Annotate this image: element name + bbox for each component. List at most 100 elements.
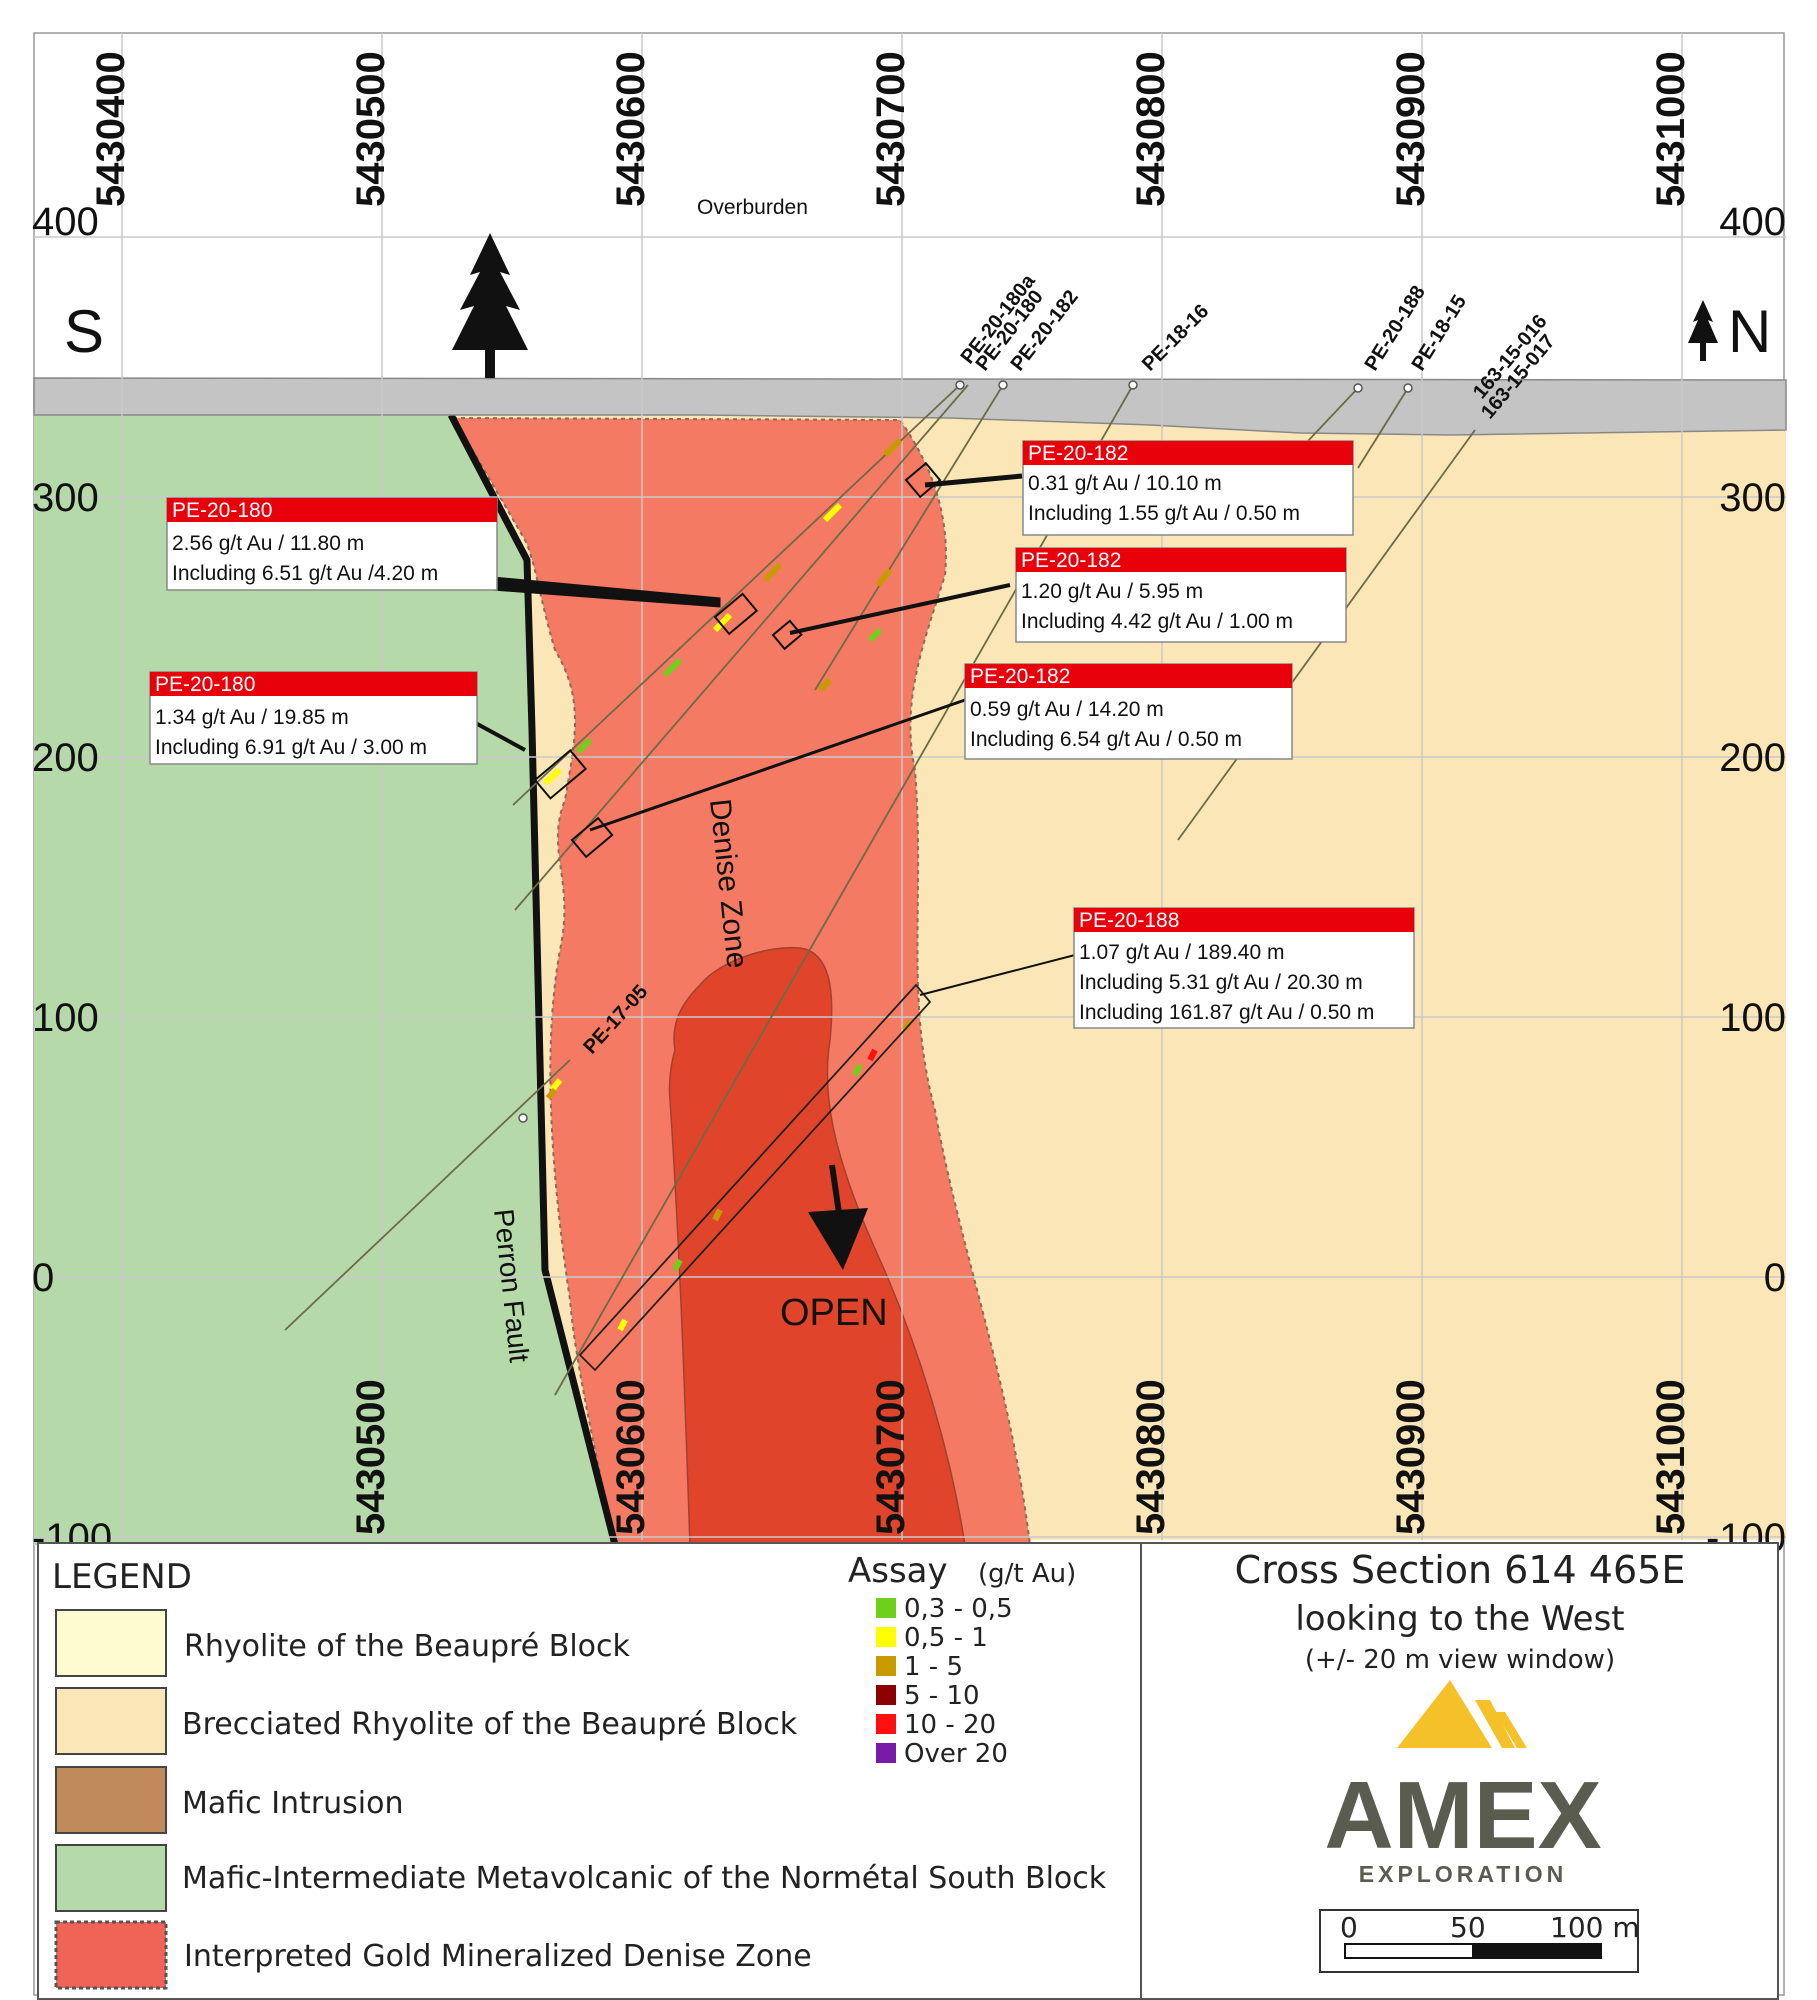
svg-text:10 - 20: 10 - 20 xyxy=(904,1710,996,1740)
view-window-note: (+/- 20 m view window) xyxy=(1305,1645,1615,1675)
svg-text:PE-20-180: PE-20-180 xyxy=(172,499,272,522)
drill-trace-pe-20-180 xyxy=(514,384,969,911)
assay-class: 0,5 - 1 xyxy=(876,1623,988,1653)
svg-text:5 - 10: 5 - 10 xyxy=(904,1681,980,1711)
svg-text:0.59 g/t Au / 14.20 m: 0.59 g/t Au / 14.20 m xyxy=(970,698,1164,721)
elevation-tick-label-right: 100 xyxy=(1719,996,1786,1040)
legend-item: Interpreted Gold Mineralized Denise Zone xyxy=(54,1920,812,1990)
svg-text:0,5 - 1: 0,5 - 1 xyxy=(904,1623,988,1653)
elevation-tick-label-right: 300 xyxy=(1719,476,1786,520)
legend-item: Mafic-Intermediate Metavolcanic of the N… xyxy=(55,1844,1107,1912)
svg-text:Including 6.51 g/t Au /4.20 m: Including 6.51 g/t Au /4.20 m xyxy=(172,562,438,585)
svg-text:Over 20: Over 20 xyxy=(904,1739,1008,1769)
legend-panel xyxy=(37,1542,1779,2000)
scale-label: 0 xyxy=(1340,1911,1358,1944)
assay-callout: PE-20-182 0.31 g/t Au / 10.10 m Includin… xyxy=(1022,440,1354,536)
svg-text:PE-20-182: PE-20-182 xyxy=(1021,549,1121,572)
svg-text:Brecciated Rhyolite of the Bea: Brecciated Rhyolite of the Beaupré Block xyxy=(182,1707,798,1742)
northing-tick-label: 5430500 xyxy=(349,51,393,207)
svg-text:PE-20-180: PE-20-180 xyxy=(155,673,255,696)
svg-text:Including 4.42 g/t Au / 1.00 m: Including 4.42 g/t Au / 1.00 m xyxy=(1021,610,1293,633)
svg-text:Mafic Intrusion: Mafic Intrusion xyxy=(182,1786,404,1821)
callout-leaders xyxy=(469,473,1076,996)
legend-item: Rhyolite of the Beaupré Block xyxy=(55,1609,631,1677)
northing-tick-label: 5430800 xyxy=(1129,51,1173,207)
elevation-tick-label-left: 300 xyxy=(32,476,99,520)
northing-tick-label: 5430700 xyxy=(869,51,913,207)
perron-fault-line xyxy=(447,413,619,1546)
northing-tick-label: 5430600 xyxy=(609,1379,653,1535)
northing-tick-label: 5430700 xyxy=(869,1379,913,1535)
open-arrow-icon xyxy=(808,1164,868,1270)
northing-axis-bottom: 5430500 5430600 5430700 5430800 5430900 54310… xyxy=(349,1379,1693,1535)
interval-boxes xyxy=(533,461,942,859)
svg-text:0,3 - 0,5: 0,3 - 0,5 xyxy=(904,1594,1013,1624)
drill-trace-pe-17-05 xyxy=(284,1059,571,1331)
assay-callout: PE-20-182 0.59 g/t Au / 14.20 m Includin… xyxy=(964,663,1293,760)
drill-trace-pe-20-182 xyxy=(814,384,1004,691)
assay-class: 5 - 10 xyxy=(876,1681,980,1711)
scale-label: 100 m xyxy=(1550,1911,1640,1944)
assay-intervals xyxy=(543,437,913,1332)
assay-class: 0,3 - 0,5 xyxy=(876,1594,1013,1624)
compass-south: S xyxy=(64,298,104,365)
assay-callout: PE-20-188 1.07 g/t Au / 189.40 m Includi… xyxy=(1073,907,1415,1029)
assay-callout: PE-20-180 1.34 g/t Au / 19.85 m Includin… xyxy=(149,671,478,765)
assay-class: Over 20 xyxy=(876,1739,1008,1769)
logo-wordmark: AMEX xyxy=(1324,1762,1601,1869)
svg-text:PE-20-182: PE-20-182 xyxy=(970,665,1070,688)
scale-label: 50 xyxy=(1450,1911,1486,1944)
svg-text:1 - 5: 1 - 5 xyxy=(904,1652,963,1682)
amex-logo-icon xyxy=(1397,1680,1527,1748)
section-subtitle: looking to the West xyxy=(1295,1599,1624,1639)
svg-text:1.20 g/t Au / 5.95 m: 1.20 g/t Au / 5.95 m xyxy=(1021,580,1203,603)
section-title: Cross Section 614 465E xyxy=(1235,1548,1686,1592)
scale-bar: 0 50 100 m xyxy=(1319,1909,1640,1973)
svg-text:1.34 g/t Au / 19.85 m: 1.34 g/t Au / 19.85 m xyxy=(155,706,349,729)
northing-tick-label: 5430900 xyxy=(1389,51,1433,207)
elevation-tick-label-right: 0 xyxy=(1764,1256,1786,1300)
svg-text:PE-20-188: PE-20-188 xyxy=(1079,909,1179,932)
assay-callout: PE-20-182 1.20 g/t Au / 5.95 m Including… xyxy=(1015,547,1347,643)
elevation-tick-label-left: 0 xyxy=(32,1256,54,1300)
svg-text:Interpreted Gold Mineralized D: Interpreted Gold Mineralized Denise Zone xyxy=(184,1939,812,1974)
interval-box-pe-20-188 xyxy=(578,983,932,1372)
svg-text:Mafic-Intermediate Metavolcani: Mafic-Intermediate Metavolcanic of the N… xyxy=(182,1861,1107,1896)
elevation-tick-label-right: 200 xyxy=(1719,736,1786,780)
assay-class: 1 - 5 xyxy=(876,1652,963,1682)
svg-text:Including 5.31 g/t Au / 20.30: Including 5.31 g/t Au / 20.30 m xyxy=(1079,971,1363,994)
svg-text:Including 6.91 g/t Au / 3.00 m: Including 6.91 g/t Au / 3.00 m xyxy=(155,736,427,759)
assay-callout: PE-20-180 2.56 g/t Au / 11.80 m Includin… xyxy=(166,497,498,591)
northing-tick-label: 5430900 xyxy=(1389,1379,1433,1535)
northing-tick-label: 5430400 xyxy=(89,51,133,207)
svg-text:2.56 g/t Au / 11.80 m: 2.56 g/t Au / 11.80 m xyxy=(172,532,364,555)
svg-text:PE-20-182: PE-20-182 xyxy=(1028,442,1128,465)
svg-text:0.31 g/t Au / 10.10 m: 0.31 g/t Au / 10.10 m xyxy=(1028,472,1222,495)
elevation-tick-label-left: 200 xyxy=(32,736,99,780)
assay-legend-title: Assay xyxy=(848,1551,948,1591)
northing-axis-top: 5430400 5430500 5430600 5430700 5430800 54309… xyxy=(89,51,1693,207)
svg-text:1.07 g/t Au / 189.40 m: 1.07 g/t Au / 189.40 m xyxy=(1079,941,1284,964)
northing-tick-label: 5430600 xyxy=(609,51,653,207)
core-mineralized-body xyxy=(668,946,966,1546)
svg-text:Including 161.87 g/t Au / 0.50: Including 161.87 g/t Au / 0.50 m xyxy=(1079,1001,1374,1024)
drill-trace-pe-18-15 xyxy=(1357,387,1409,469)
assay-legend-unit: (g/t Au) xyxy=(978,1559,1076,1589)
drill-collars xyxy=(518,380,1413,1123)
elevation-tick-label-right: 400 xyxy=(1719,200,1786,244)
overburden-label: Overburden xyxy=(697,196,808,219)
svg-text:Including 1.55 g/t Au / 0.50 m: Including 1.55 g/t Au / 0.50 m xyxy=(1028,502,1300,525)
northing-tick-label: 5431000 xyxy=(1649,1379,1693,1535)
elevation-tick-label-left: 100 xyxy=(32,996,99,1040)
svg-text:Rhyolite of the Beaupré Block: Rhyolite of the Beaupré Block xyxy=(184,1629,631,1664)
svg-text:Including 6.54 g/t Au / 0.50 m: Including 6.54 g/t Au / 0.50 m xyxy=(970,728,1242,751)
tree-icon xyxy=(452,233,528,378)
overburden-band xyxy=(33,377,1787,436)
northing-tick-label: 5430500 xyxy=(349,1379,393,1535)
tree-icon xyxy=(1688,300,1718,361)
assay-class: 10 - 20 xyxy=(876,1710,996,1740)
logo-subtitle: EXPLORATION xyxy=(1359,1861,1567,1887)
elevation-tick-label-left: 400 xyxy=(32,200,99,244)
